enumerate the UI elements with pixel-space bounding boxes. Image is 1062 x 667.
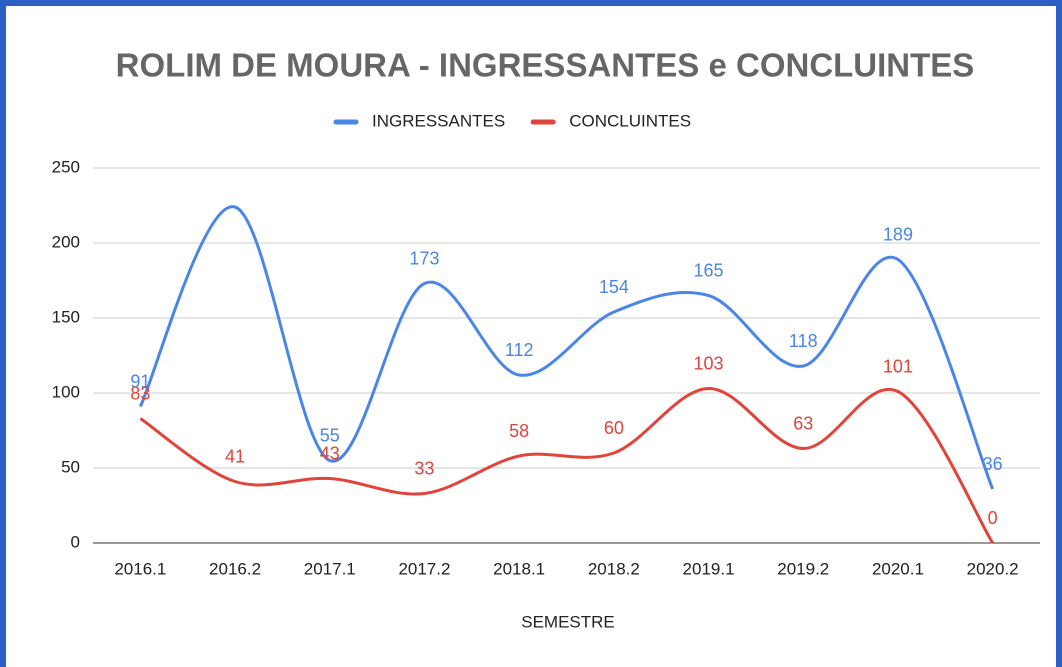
data-label: 165 — [694, 260, 724, 280]
chart: ROLIM DE MOURA - INGRESSANTES e CONCLUIN… — [52, 47, 1040, 631]
data-label: 189 — [883, 224, 913, 244]
x-tick-label: 2018.2 — [588, 559, 640, 578]
data-label: 154 — [599, 277, 629, 297]
data-label: 83 — [130, 383, 150, 403]
x-axis-label: SEMESTRE — [521, 612, 615, 631]
x-tick-label: 2016.1 — [114, 559, 166, 578]
data-label: 91 — [130, 371, 150, 391]
series-line — [138, 205, 995, 490]
y-tick-label: 200 — [52, 232, 80, 251]
x-tick-label: 2018.1 — [493, 559, 545, 578]
x-tick-label: 2019.1 — [683, 559, 735, 578]
y-tick-label: 250 — [52, 157, 80, 176]
frame: ROLIM DE MOURA - INGRESSANTES e CONCLUIN… — [6, 6, 1056, 667]
data-label: 101 — [883, 356, 913, 376]
y-tick-label: 50 — [61, 457, 80, 476]
legend-label: CONCLUINTES — [569, 111, 691, 130]
x-tick-label: 2020.1 — [872, 559, 924, 578]
x-tick-label: 2017.1 — [304, 559, 356, 578]
y-tick-label: 150 — [52, 307, 80, 326]
data-label: 173 — [409, 248, 439, 268]
data-label: 60 — [604, 418, 624, 438]
data-label: 118 — [789, 331, 818, 351]
x-tick-label: 2017.2 — [398, 559, 450, 578]
data-label: 36 — [983, 454, 1003, 474]
chart-title: ROLIM DE MOURA - INGRESSANTES e CONCLUIN… — [116, 47, 975, 84]
data-label: 63 — [793, 413, 813, 433]
data-label: 41 — [225, 446, 245, 466]
data-label: 58 — [509, 421, 529, 441]
y-tick-label: 100 — [52, 382, 80, 401]
data-label: 33 — [414, 458, 434, 478]
y-tick-label: 0 — [71, 532, 80, 551]
data-label: 55 — [320, 425, 340, 445]
x-tick-label: 2020.2 — [967, 559, 1019, 578]
x-tick-label: 2019.2 — [777, 559, 829, 578]
series-line — [139, 386, 994, 544]
data-label: 112 — [505, 340, 534, 360]
legend-label: INGRESSANTES — [372, 111, 505, 130]
data-label: 103 — [694, 353, 724, 373]
data-label: 0 — [988, 508, 998, 528]
x-tick-label: 2016.2 — [209, 559, 261, 578]
data-label: 43 — [320, 443, 340, 463]
